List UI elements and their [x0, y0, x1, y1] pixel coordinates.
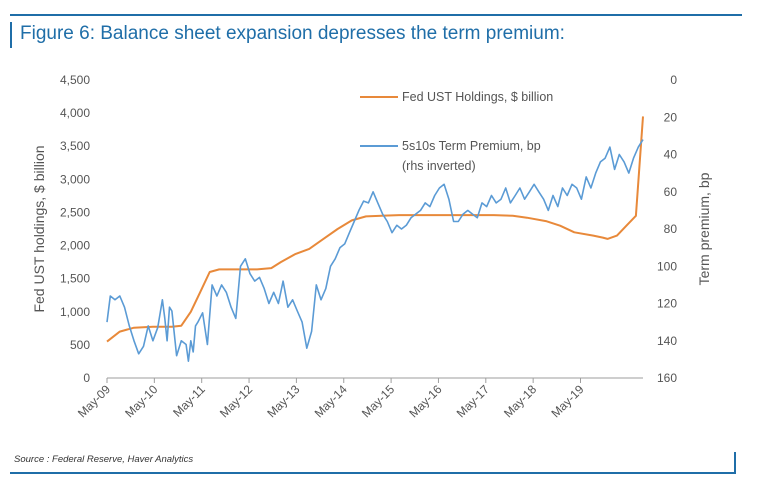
y-tick-label: 500 [70, 338, 90, 352]
figure-left-rule [10, 22, 12, 48]
series-line-term-premium [106, 139, 644, 362]
x-tick-label: May-14 [312, 382, 350, 420]
y2-tick-label: 120 [657, 297, 677, 311]
figure-bottom-rule [10, 472, 736, 474]
y-tick-label: 4,000 [60, 106, 90, 120]
y2-tick-label: 160 [657, 371, 677, 385]
y-tick-label: 2,500 [60, 205, 90, 219]
x-tick-label: May-18 [501, 382, 539, 420]
y-tick-label: 0 [83, 371, 90, 385]
y2-tick-label: 40 [664, 148, 678, 162]
y2-tick-label: 20 [664, 110, 678, 124]
figure-right-rule [734, 452, 736, 474]
legend-label-note: (rhs inverted) [402, 159, 476, 173]
x-tick-label: May-09 [75, 382, 113, 420]
figure-title: Figure 6: Balance sheet expansion depres… [20, 23, 565, 44]
x-tick-label: May-12 [217, 382, 255, 420]
y2-axis-title: Term premium, bp [696, 172, 712, 285]
x-tick-label: May-10 [122, 382, 160, 420]
figure-top-rule [10, 14, 742, 16]
y2-tick-label: 60 [664, 185, 678, 199]
y-tick-label: 3,000 [60, 172, 90, 186]
x-tick-label: May-13 [264, 382, 302, 420]
source-note: Source : Federal Reserve, Haver Analytic… [14, 454, 194, 465]
legend-label-term-premium: 5s10s Term Premium, bp [402, 139, 541, 153]
y-tick-label: 1,000 [60, 305, 90, 319]
y-tick-label: 2,000 [60, 239, 90, 253]
y2-tick-label: 140 [657, 334, 677, 348]
x-tick-label: May-16 [406, 382, 444, 420]
y-tick-label: 3,500 [60, 139, 90, 153]
legend-label-fed-holdings: Fed UST Holdings, $ billion [402, 90, 553, 104]
y2-tick-label: 0 [670, 73, 677, 87]
y-tick-label: 1,500 [60, 272, 90, 286]
y-axis-title: Fed UST holdings, $ billion [31, 145, 47, 312]
x-tick-label: May-17 [454, 382, 492, 420]
x-tick-label: May-15 [359, 382, 397, 420]
x-tick-label: May-19 [548, 382, 586, 420]
y2-tick-label: 80 [664, 222, 678, 236]
y2-tick-label: 100 [657, 259, 677, 273]
x-tick-label: May-11 [170, 382, 208, 420]
series-line-fed-holdings [106, 116, 644, 343]
y-tick-label: 4,500 [60, 73, 90, 87]
